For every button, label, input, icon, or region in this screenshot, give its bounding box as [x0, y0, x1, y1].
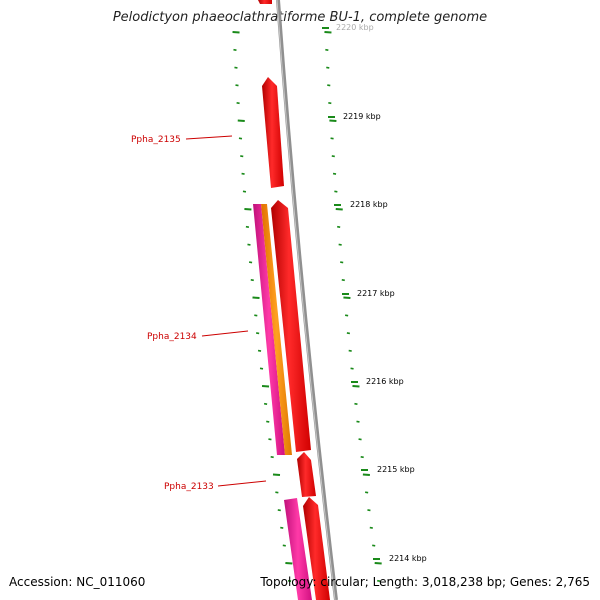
ring-tick-minor	[242, 190, 247, 193]
ring-tick-minor	[332, 172, 337, 175]
ring-tick-major	[374, 562, 382, 565]
ring-tick-major	[285, 562, 293, 565]
ring-tick-minor	[334, 190, 338, 193]
ring-tick-minor	[377, 579, 381, 582]
ring-tick-minor	[367, 509, 371, 512]
ring-tick-minor	[254, 314, 258, 317]
inner-tick-ring	[232, 31, 293, 582]
cds-feature[interactable]	[262, 77, 284, 188]
tick-label: 2220 kbp	[336, 23, 374, 32]
tick-label: 2217 kbp	[357, 289, 395, 298]
major-ticks	[322, 27, 380, 560]
ring-tick-minor	[257, 349, 262, 352]
ring-tick-minor	[344, 314, 349, 317]
ring-tick-minor	[346, 332, 351, 335]
gene-feature-pink[interactable]	[284, 498, 312, 600]
genome-summary: Topology: circular; Length: 3,018,238 bp…	[260, 575, 590, 589]
ring-tick-minor	[330, 137, 334, 140]
ring-tick-minor	[233, 48, 237, 51]
gene-label-ppha-2134[interactable]: Ppha_2134	[147, 332, 197, 342]
ring-tick-minor	[235, 84, 239, 87]
ring-tick-major	[362, 473, 370, 476]
ring-tick-minor	[236, 102, 240, 105]
gene-label-ppha-2133[interactable]: Ppha_2133	[164, 482, 214, 492]
ring-tick-minor	[358, 438, 362, 441]
ring-tick-minor	[372, 544, 376, 547]
ring-tick-minor	[282, 544, 286, 547]
ring-tick-major	[343, 296, 351, 299]
ring-tick-major	[272, 473, 281, 476]
tick-label: 2219 kbp	[343, 112, 381, 121]
ring-tick-minor	[270, 456, 274, 459]
ring-tick-minor	[326, 66, 330, 69]
tick-label: 2215 kbp	[377, 465, 415, 474]
ring-tick-major	[237, 119, 245, 122]
ring-tick-minor	[256, 332, 260, 335]
gene-label-ppha-2135[interactable]: Ppha_2135	[131, 135, 181, 145]
ring-tick-minor	[356, 420, 360, 423]
ring-tick-minor	[365, 491, 369, 494]
ring-tick-minor	[241, 172, 245, 175]
ring-tick-minor	[350, 367, 354, 370]
tick-label: 2216 kbp	[366, 377, 404, 386]
ring-tick-minor	[240, 155, 244, 158]
ring-tick-major	[352, 385, 360, 388]
ring-tick-minor	[328, 102, 332, 105]
ring-tick-minor	[277, 509, 281, 512]
tick-label: 2218 kbp	[350, 200, 388, 209]
ring-tick-minor	[331, 155, 335, 158]
cds-feature[interactable]	[297, 452, 316, 497]
ring-tick-minor	[247, 243, 251, 246]
ring-tick-minor	[341, 279, 345, 282]
ring-tick-minor	[354, 402, 358, 405]
ring-tick-minor	[234, 66, 238, 69]
gene-features	[253, 0, 330, 600]
ring-tick-major	[335, 208, 343, 211]
tick-label: 2214 kbp	[389, 554, 427, 563]
ring-tick-minor	[275, 491, 279, 494]
ring-tick-minor	[245, 225, 250, 228]
ring-tick-minor	[337, 225, 341, 228]
ring-tick-major	[244, 208, 252, 211]
cds-feature[interactable]	[271, 200, 311, 452]
ring-tick-minor	[327, 84, 331, 87]
ring-tick-major	[232, 31, 240, 34]
ring-tick-minor	[263, 402, 268, 405]
cds-feature[interactable]	[258, 0, 272, 4]
ring-tick-minor	[325, 48, 329, 51]
ring-tick-minor	[338, 243, 342, 246]
ring-tick-minor	[287, 579, 292, 582]
gene-feature-pink[interactable]	[253, 204, 285, 455]
ring-tick-minor	[259, 367, 264, 370]
ring-tick-major	[252, 296, 260, 299]
ring-tick-minor	[340, 261, 344, 264]
ring-tick-minor	[238, 137, 243, 140]
gene-label-leader	[201, 330, 249, 337]
ring-tick-minor	[348, 349, 352, 352]
ring-tick-minor	[360, 456, 364, 459]
gene-label-leader	[217, 480, 267, 487]
genome-backbone	[276, 0, 338, 600]
genome-backbone-highlight	[276, 0, 336, 600]
gene-label-leader	[185, 135, 233, 140]
ring-tick-major	[324, 31, 332, 34]
cds-feature[interactable]	[303, 497, 330, 600]
ring-tick-minor	[268, 438, 272, 441]
ring-tick-minor	[248, 261, 253, 264]
ring-tick-minor	[369, 526, 373, 529]
ring-tick-minor	[266, 420, 270, 423]
ring-tick-major	[329, 119, 337, 122]
ring-tick-minor	[250, 279, 254, 282]
outer-tick-ring	[324, 31, 382, 582]
accession-label: Accession: NC_011060	[9, 575, 146, 589]
map-title: Pelodictyon phaeoclathratiforme BU-1, co…	[112, 10, 488, 25]
ring-tick-minor	[280, 526, 284, 529]
gene-feature-orange[interactable]	[261, 204, 292, 455]
ring-tick-major	[261, 385, 270, 388]
